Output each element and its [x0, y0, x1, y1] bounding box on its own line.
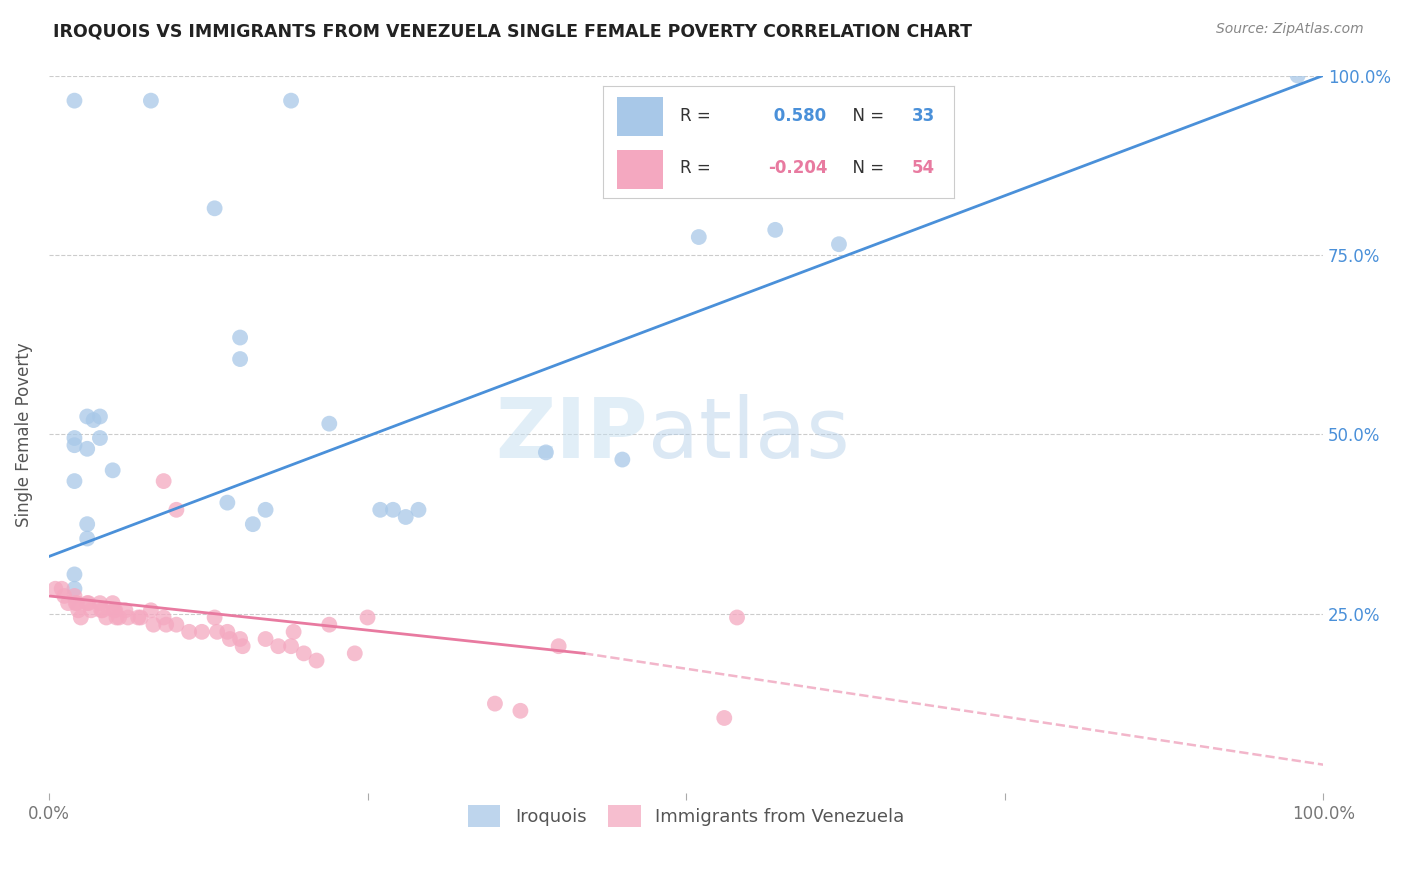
Point — [1286, 69, 1309, 83]
Text: atlas: atlas — [648, 394, 849, 475]
Point — [91, 603, 114, 617]
Point — [89, 409, 111, 424]
Point — [229, 352, 252, 367]
Point — [280, 94, 302, 108]
Point — [318, 417, 340, 431]
Point — [63, 582, 86, 596]
Point — [763, 223, 786, 237]
Point — [69, 610, 91, 624]
Point — [108, 610, 131, 624]
Point — [152, 610, 174, 624]
Point — [51, 582, 73, 596]
Point — [65, 596, 87, 610]
Point — [205, 624, 228, 639]
Y-axis label: Single Female Poverty: Single Female Poverty — [15, 343, 32, 527]
Point — [242, 517, 264, 532]
Point — [725, 610, 748, 624]
Point — [105, 610, 128, 624]
Point — [219, 632, 242, 646]
Point — [76, 517, 98, 532]
Point — [179, 624, 201, 639]
Point — [76, 409, 98, 424]
Point — [139, 94, 162, 108]
Point — [104, 603, 127, 617]
Point — [229, 632, 252, 646]
Point — [89, 596, 111, 610]
Point — [204, 202, 226, 216]
Text: IROQUOIS VS IMMIGRANTS FROM VENEZUELA SINGLE FEMALE POVERTY CORRELATION CHART: IROQUOIS VS IMMIGRANTS FROM VENEZUELA SI… — [53, 22, 973, 40]
Point — [232, 639, 254, 653]
Point — [408, 503, 430, 517]
Point — [267, 639, 290, 653]
Point — [139, 603, 162, 617]
Point — [101, 463, 124, 477]
Point — [395, 510, 418, 524]
Point — [356, 610, 378, 624]
Point — [96, 610, 118, 624]
Point — [152, 474, 174, 488]
Point — [368, 503, 391, 517]
Point — [44, 582, 66, 596]
Point — [280, 639, 302, 653]
Point — [77, 596, 100, 610]
Point — [509, 704, 531, 718]
Point — [318, 617, 340, 632]
Point — [53, 589, 76, 603]
Point — [66, 596, 89, 610]
Point — [76, 532, 98, 546]
Point — [114, 603, 136, 617]
Point — [484, 697, 506, 711]
Point — [76, 596, 98, 610]
Point — [217, 624, 239, 639]
Point — [283, 624, 305, 639]
Point — [63, 94, 86, 108]
Point — [254, 632, 277, 646]
Point — [165, 617, 187, 632]
Point — [83, 413, 105, 427]
Point — [155, 617, 177, 632]
Text: ZIP: ZIP — [495, 394, 648, 475]
Point — [63, 474, 86, 488]
Point — [534, 445, 557, 459]
Point — [688, 230, 710, 244]
Point — [547, 639, 569, 653]
Point — [67, 603, 90, 617]
Point — [76, 442, 98, 456]
Point — [142, 617, 165, 632]
Point — [56, 596, 79, 610]
Point — [292, 646, 315, 660]
Point — [828, 237, 851, 252]
Point — [117, 610, 139, 624]
Point — [63, 589, 86, 603]
Point — [90, 603, 112, 617]
Point — [382, 503, 405, 517]
Point — [80, 603, 103, 617]
Point — [165, 503, 187, 517]
Point — [63, 567, 86, 582]
Legend: Iroquois, Immigrants from Venezuela: Iroquois, Immigrants from Venezuela — [461, 798, 911, 835]
Point — [101, 596, 124, 610]
Point — [89, 431, 111, 445]
Point — [191, 624, 214, 639]
Point — [129, 610, 152, 624]
Point — [343, 646, 366, 660]
Point — [305, 654, 328, 668]
Point — [254, 503, 277, 517]
Text: Source: ZipAtlas.com: Source: ZipAtlas.com — [1216, 22, 1364, 37]
Point — [612, 452, 634, 467]
Point — [204, 610, 226, 624]
Point — [713, 711, 735, 725]
Point — [63, 438, 86, 452]
Point — [63, 431, 86, 445]
Point — [229, 330, 252, 344]
Point — [103, 603, 125, 617]
Point — [127, 610, 149, 624]
Point — [217, 495, 239, 509]
